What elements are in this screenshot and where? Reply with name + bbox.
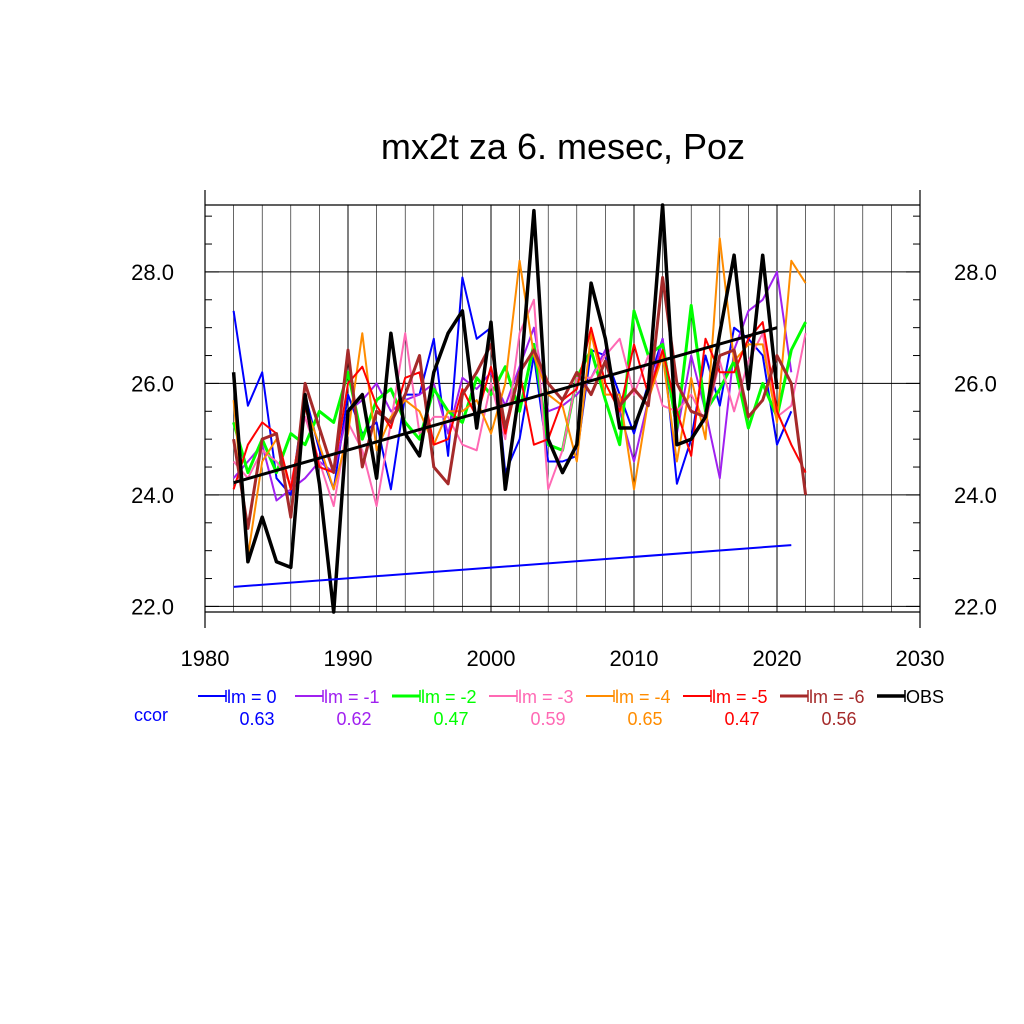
ccor-value: 0.59 [530,709,565,729]
axes: 1980 1990 2000 2010 2020 2030 22.0 22.0 24.0 24.0… [131,190,997,671]
chart-title: mx2t za 6. mesec, Poz [381,126,745,167]
legend-label: lm = -4 [615,687,671,707]
legend-label: lm = -3 [518,687,574,707]
ccor-value: 0.56 [821,709,856,729]
y-tick-label-right: 22.0 [954,594,997,619]
legend-label: lm = -6 [809,687,865,707]
x-tick-label: 2010 [610,646,659,671]
x-tick-label: 1990 [324,646,373,671]
y-tick-label-left: 22.0 [131,594,174,619]
y-tick-label-left: 28.0 [131,260,174,285]
ccor-value: 0.65 [627,709,662,729]
legend-label: lm = 0 [227,687,277,707]
series-line [231,203,779,614]
ccor-value: 0.63 [239,709,274,729]
legend-label: lm = -1 [324,687,380,707]
x-tick-label: 2030 [896,646,945,671]
legend-label: lm = -2 [421,687,477,707]
series-lines [231,203,808,614]
x-tick-label: 2020 [753,646,802,671]
legend-label: lm = -5 [712,687,768,707]
trend-lines [233,326,792,588]
y-tick-label-right: 28.0 [954,260,997,285]
y-tick-label-right: 24.0 [954,483,997,508]
trend-line [233,544,792,588]
trend-line [233,326,778,485]
ccor-value: 0.62 [336,709,371,729]
y-tick-label-left: 24.0 [131,483,174,508]
y-tick-label-right: 26.0 [954,371,997,396]
ccor-value: 0.47 [433,709,468,729]
x-tick-label: 2000 [467,646,516,671]
ccor-value: 0.47 [724,709,759,729]
y-tick-label-left: 26.0 [131,371,174,396]
ccor-label: ccor [134,705,168,725]
x-tick-label: 1980 [181,646,230,671]
series-line [232,237,807,558]
legend-label: OBS [906,687,944,707]
